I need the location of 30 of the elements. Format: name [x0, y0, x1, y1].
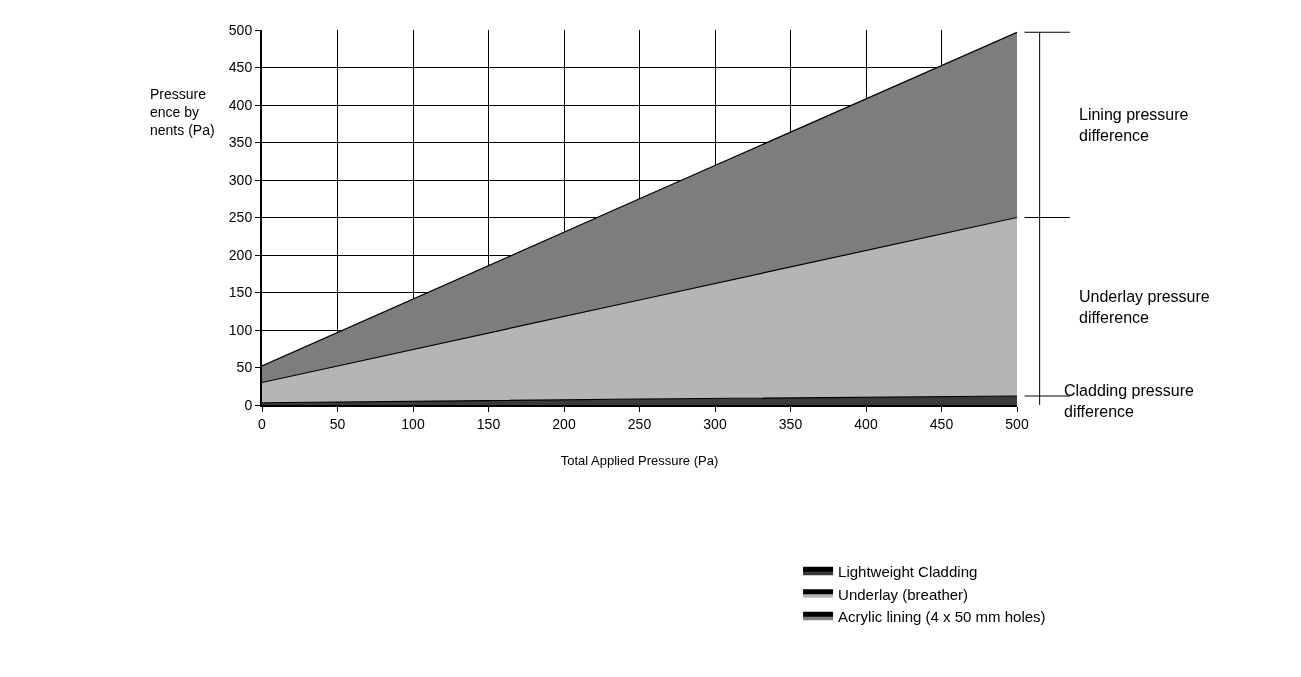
text: Underlay pressure difference	[1079, 288, 1210, 326]
y-tick-label: 350	[228, 134, 253, 151]
x-tick-label: 200	[552, 415, 576, 432]
y-tick-label: 450	[228, 59, 253, 76]
x-tick-label: 250	[627, 415, 652, 432]
x-tick-label: 400	[854, 415, 878, 432]
x-tick-label: 450	[929, 415, 954, 432]
y-tick-label: 500	[228, 21, 253, 38]
text: Lining pressure difference	[1079, 106, 1189, 144]
y-tick-label: 250	[228, 209, 253, 226]
y-axis-title: Pressure ence by nents (Pa)	[150, 86, 215, 139]
y-tick-label: 50	[236, 359, 253, 376]
x-axis-title: Total Applied Pressure (Pa)	[560, 452, 719, 468]
x-tick-label: 350	[778, 415, 803, 432]
y-tick-label: 300	[228, 171, 253, 188]
x-tick-label: 300	[703, 415, 727, 432]
legend-label: Acrylic lining (4 x 50 mm holes)	[838, 608, 1046, 626]
x-tick-label: 500	[1005, 415, 1029, 432]
x-tick-label: 0	[258, 415, 267, 432]
x-tick-label: 150	[476, 415, 501, 432]
y-tick-label: 150	[228, 284, 253, 301]
y-tick-label: 0	[244, 396, 253, 413]
x-tick-label: 100	[401, 415, 425, 432]
y-tick-label: 400	[228, 96, 253, 113]
x-tick-label: 50	[329, 415, 346, 432]
legend-label: Lightweight Cladding	[838, 563, 978, 581]
y-tick-label: 200	[228, 246, 253, 263]
text: Cladding pressure difference	[1064, 382, 1194, 420]
y-tick-label: 100	[228, 321, 253, 338]
legend-label: Underlay (breather)	[838, 585, 969, 603]
